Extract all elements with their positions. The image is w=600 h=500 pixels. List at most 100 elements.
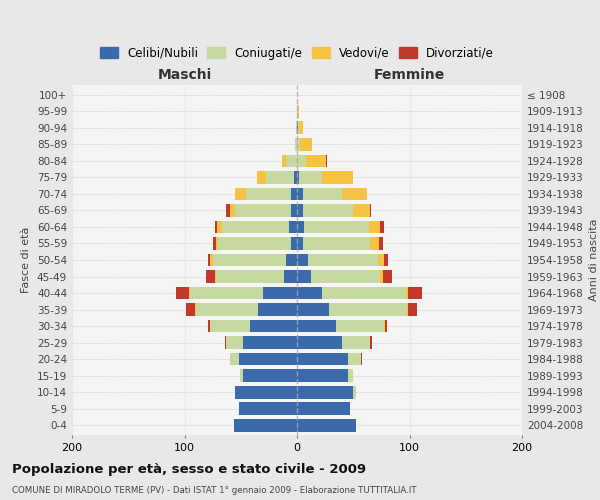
Bar (380, 270, 383, 283)
Bar (194, 303, 196, 316)
Bar (370, 237, 379, 250)
Bar (370, 336, 373, 349)
Bar (196, 303, 257, 316)
Bar (406, 286, 409, 300)
Bar (297, 122, 298, 134)
Bar (211, 254, 212, 266)
Bar (215, 220, 217, 234)
Bar (297, 237, 302, 250)
Bar (211, 320, 250, 332)
Bar (297, 204, 302, 217)
Bar (353, 204, 370, 217)
Bar (297, 171, 299, 184)
Legend: Celibi/Nubili, Coniugati/e, Vedovi/e, Divorziati/e: Celibi/Nubili, Coniugati/e, Vedovi/e, Di… (95, 42, 499, 64)
Bar (302, 237, 370, 250)
Bar (369, 220, 380, 234)
Bar (304, 220, 369, 234)
Bar (347, 352, 361, 366)
Bar (383, 320, 385, 332)
Bar (297, 418, 355, 432)
Bar (265, 171, 293, 184)
Bar (263, 286, 297, 300)
Bar (342, 336, 370, 349)
Bar (295, 138, 297, 151)
Bar (385, 320, 387, 332)
Text: Femmine: Femmine (374, 68, 445, 82)
Bar (409, 303, 418, 316)
Bar (229, 204, 235, 217)
Bar (380, 220, 383, 234)
Bar (311, 270, 380, 283)
Bar (239, 352, 297, 366)
Bar (208, 254, 211, 266)
Bar (297, 386, 353, 398)
Bar (239, 369, 243, 382)
Bar (297, 402, 350, 415)
Bar (234, 418, 297, 432)
Bar (308, 254, 378, 266)
Bar (226, 336, 243, 349)
Bar (297, 369, 347, 382)
Bar (225, 336, 226, 349)
Bar (216, 270, 284, 283)
Bar (383, 254, 388, 266)
Y-axis label: Fasce di età: Fasce di età (22, 227, 31, 293)
Bar (221, 220, 289, 234)
Bar (289, 220, 297, 234)
Bar (326, 154, 328, 168)
Bar (250, 320, 297, 332)
Bar (226, 204, 229, 217)
Bar (292, 204, 297, 217)
Bar (297, 105, 299, 118)
Bar (306, 154, 326, 168)
Y-axis label: Anni di nascita: Anni di nascita (589, 219, 599, 301)
Bar (297, 352, 347, 366)
Bar (235, 188, 247, 200)
Bar (286, 254, 297, 266)
Text: COMUNE DI MIRADOLO TERME (PV) - Dati ISTAT 1° gennaio 2009 - Elaborazione TUTTIT: COMUNE DI MIRADOLO TERME (PV) - Dati IST… (12, 486, 416, 495)
Bar (407, 303, 409, 316)
Bar (302, 188, 342, 200)
Bar (329, 303, 407, 316)
Bar (243, 336, 297, 349)
Bar (235, 386, 297, 398)
Bar (297, 286, 322, 300)
Bar (206, 270, 215, 283)
Bar (185, 303, 194, 316)
Bar (189, 286, 190, 300)
Bar (296, 122, 297, 134)
Bar (347, 369, 353, 382)
Bar (322, 286, 406, 300)
Bar (299, 122, 302, 134)
Bar (176, 286, 189, 300)
Bar (297, 220, 304, 234)
Bar (297, 270, 311, 283)
Bar (217, 220, 221, 234)
Bar (297, 254, 308, 266)
Text: Maschi: Maschi (157, 68, 212, 82)
Bar (229, 352, 239, 366)
Text: Popolazione per età, sesso e stato civile - 2009: Popolazione per età, sesso e stato civil… (12, 462, 366, 475)
Bar (190, 286, 263, 300)
Bar (283, 154, 286, 168)
Bar (215, 270, 216, 283)
Bar (212, 237, 216, 250)
Bar (218, 237, 292, 250)
Bar (297, 138, 301, 151)
Bar (297, 320, 337, 332)
Bar (257, 303, 297, 316)
Bar (297, 303, 329, 316)
Bar (409, 286, 422, 300)
Bar (292, 237, 297, 250)
Bar (297, 154, 306, 168)
Bar (322, 171, 353, 184)
Bar (297, 336, 342, 349)
Bar (257, 171, 265, 184)
Bar (284, 270, 297, 283)
Bar (370, 204, 371, 217)
Bar (243, 369, 297, 382)
Bar (216, 237, 218, 250)
Bar (361, 352, 362, 366)
Bar (301, 138, 311, 151)
Bar (342, 188, 367, 200)
